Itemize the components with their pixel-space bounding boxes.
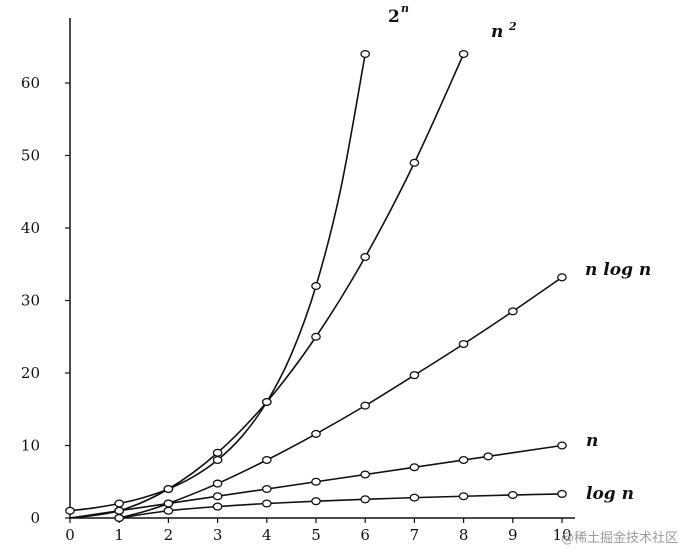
data-point xyxy=(261,397,272,407)
data-point xyxy=(557,273,567,282)
y-tick-label: 50 xyxy=(21,147,40,165)
label-exp-base: 2 xyxy=(388,7,400,27)
data-point xyxy=(409,463,420,472)
x-tick-label: 0 xyxy=(65,526,75,544)
data-point xyxy=(557,441,567,450)
axes xyxy=(69,18,575,519)
label-linear: n xyxy=(586,431,598,451)
data-point xyxy=(360,495,371,504)
data-point xyxy=(360,252,371,262)
data-point xyxy=(261,499,272,508)
data-point xyxy=(360,401,371,410)
y-tick-label: 30 xyxy=(21,292,40,310)
x-tick-label: 3 xyxy=(213,526,223,544)
x-tick-label: 8 xyxy=(459,526,469,544)
data-point xyxy=(507,307,518,316)
data-point xyxy=(458,492,469,501)
y-tick-label: 40 xyxy=(21,219,40,237)
y-tick-label: 60 xyxy=(21,74,40,92)
data-point xyxy=(114,499,125,508)
data-point xyxy=(212,502,223,511)
data-point xyxy=(163,506,174,515)
data-point xyxy=(458,339,469,349)
data-point xyxy=(409,493,420,502)
data-points xyxy=(65,49,567,523)
x-tick-label: 4 xyxy=(262,526,272,544)
x-tick-label: 5 xyxy=(311,526,321,544)
series-line-0 xyxy=(69,53,366,512)
label-quadratic-base: n xyxy=(491,22,503,42)
x-tick-label: 9 xyxy=(508,526,518,544)
data-point xyxy=(507,490,518,500)
tick-marks xyxy=(65,82,563,523)
label-exp-power: n xyxy=(401,2,409,15)
data-point xyxy=(311,429,321,438)
x-tick-label: 6 xyxy=(360,526,370,544)
data-point xyxy=(458,49,469,59)
data-point xyxy=(557,489,567,498)
data-point xyxy=(409,371,420,380)
data-point xyxy=(114,513,125,523)
data-point xyxy=(261,455,272,465)
label-quadratic-power: 2 xyxy=(508,20,517,33)
data-point xyxy=(311,497,321,506)
label-log: log n xyxy=(586,484,634,504)
x-tick-label: 1 xyxy=(114,526,124,544)
data-point xyxy=(163,484,174,494)
x-tick-label: 10 xyxy=(552,526,571,544)
y-tick-label: 20 xyxy=(21,364,40,382)
x-tick-label: 2 xyxy=(164,526,174,544)
data-point xyxy=(311,332,321,341)
data-point xyxy=(212,492,223,501)
y-tick-label: 10 xyxy=(21,437,40,455)
data-point xyxy=(409,158,420,167)
data-point xyxy=(212,455,223,465)
y-tick-label: 0 xyxy=(30,509,40,527)
x-tick-label: 7 xyxy=(410,526,420,544)
series-line-4 xyxy=(119,493,563,519)
data-point xyxy=(114,506,125,515)
data-point xyxy=(311,477,321,486)
data-point xyxy=(212,448,223,457)
series-line-1 xyxy=(69,53,465,519)
watermark: @稀土掘金技术社区 xyxy=(560,531,678,546)
data-point xyxy=(458,455,469,465)
label-nlogn: n log n xyxy=(585,260,651,280)
data-point xyxy=(360,49,371,59)
tick-labels: 0 1 2 3 4 5 6 7 8 9 10 0 10 20 30 40 50 60 xyxy=(21,74,572,544)
data-point xyxy=(483,452,494,461)
data-point xyxy=(212,479,223,488)
data-point xyxy=(360,470,371,479)
data-point xyxy=(163,499,174,508)
data-point xyxy=(311,281,321,291)
series-labels: 2 n n 2 n log n n log n xyxy=(388,2,651,504)
data-point xyxy=(65,506,75,515)
data-point xyxy=(261,484,272,494)
